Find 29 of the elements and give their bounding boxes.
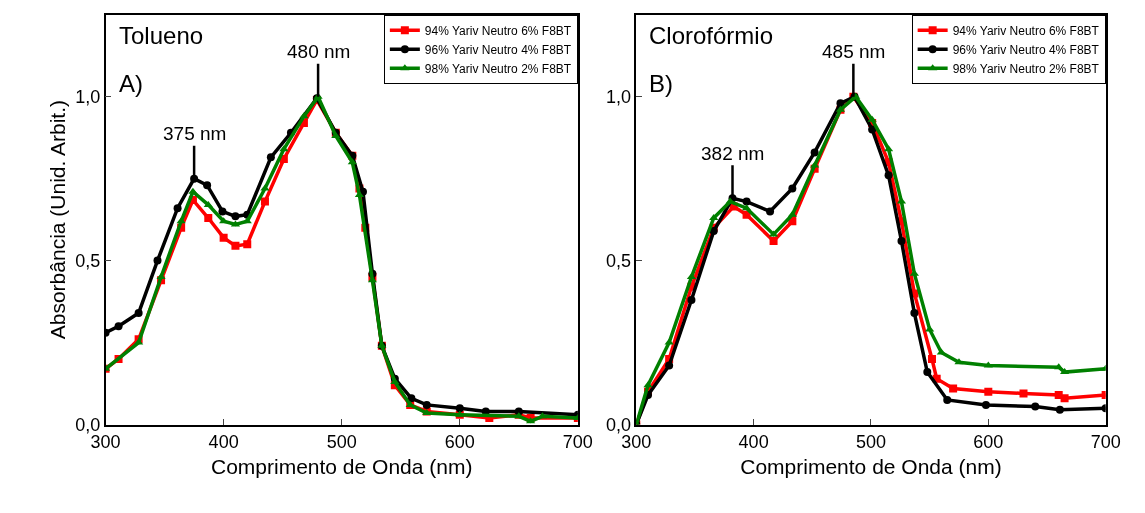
- legend-label: 96% Yariv Neutro 4% F8BT: [424, 42, 572, 57]
- legend-label: 94% Yariv Neutro 6% F8BT: [424, 23, 572, 38]
- annotation: 382 nm: [701, 143, 765, 164]
- annotation: Clorofórmio: [649, 22, 774, 49]
- x-tick-label: 500: [855, 431, 886, 452]
- y-axis-title: Absorbância (Unid. Arbit.): [45, 99, 69, 340]
- annotation: 375 nm: [163, 123, 227, 144]
- annotation: B): [649, 70, 673, 97]
- x-tick-label: 600: [444, 431, 475, 452]
- annotation: 485 nm: [822, 41, 886, 62]
- legend-label: 96% Yariv Neutro 4% F8BT: [952, 42, 1100, 57]
- y-tick-label: 0,5: [605, 250, 631, 271]
- x-tick-label: 500: [326, 431, 357, 452]
- legend-label: 94% Yariv Neutro 6% F8BT: [952, 23, 1100, 38]
- legend-label: 98% Yariv Neutro 2% F8BT: [952, 61, 1100, 76]
- legend-label: 98% Yariv Neutro 2% F8BT: [424, 61, 572, 76]
- annotation: A): [119, 70, 143, 97]
- y-tick-label: 1,0: [75, 86, 101, 107]
- x-tick-label: 700: [562, 431, 593, 452]
- x-axis-title: Comprimento de Onda (nm): [740, 454, 1002, 478]
- x-tick-label: 700: [1090, 431, 1121, 452]
- x-tick-label: 400: [738, 431, 769, 452]
- annotation: 480 nm: [287, 41, 351, 62]
- y-tick-label: 1,0: [605, 86, 631, 107]
- x-axis-title: Comprimento de Onda (nm): [210, 454, 473, 478]
- annotation: Tolueno: [119, 22, 204, 49]
- x-tick-label: 400: [208, 431, 239, 452]
- y-tick-label: 0,5: [75, 250, 101, 271]
- x-tick-label: 600: [973, 431, 1004, 452]
